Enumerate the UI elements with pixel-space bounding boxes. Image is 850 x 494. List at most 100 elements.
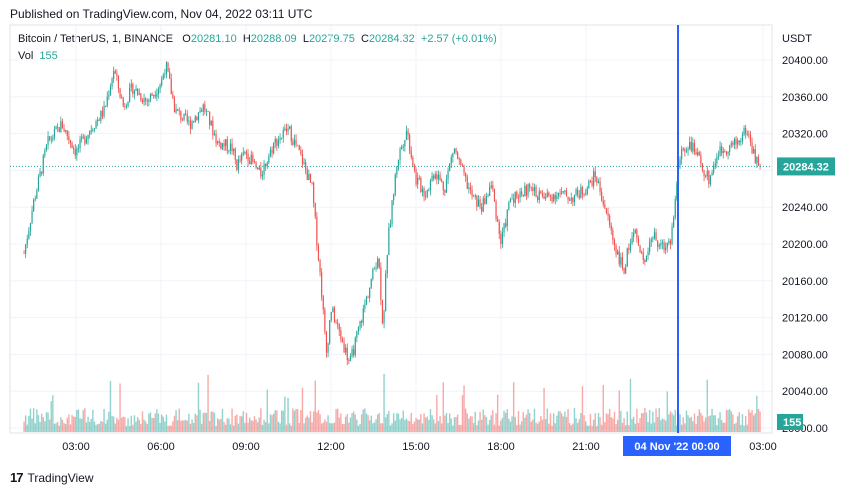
candle-body bbox=[247, 153, 249, 162]
volume-bar bbox=[77, 409, 80, 432]
candle-body bbox=[193, 121, 195, 123]
volume-bar bbox=[26, 424, 28, 432]
volume-bar bbox=[480, 419, 483, 432]
volume-bar bbox=[552, 413, 555, 432]
volume-bar bbox=[210, 411, 212, 432]
volume-bar bbox=[60, 417, 62, 432]
candle-body bbox=[506, 209, 508, 227]
volume-bar bbox=[114, 423, 116, 432]
volume-bar bbox=[656, 417, 659, 432]
volume-bar bbox=[485, 417, 488, 432]
candle-body bbox=[636, 229, 638, 239]
volume-bar bbox=[743, 425, 745, 432]
volume-bar bbox=[66, 417, 68, 432]
volume-bar bbox=[74, 417, 76, 432]
candle-body bbox=[697, 152, 699, 155]
volume-bar bbox=[186, 420, 188, 432]
candle-body bbox=[665, 247, 667, 251]
volume-bar bbox=[194, 413, 196, 432]
volume-bar bbox=[477, 420, 480, 432]
volume-bar bbox=[109, 381, 112, 432]
candlesticks bbox=[23, 61, 761, 366]
volume-bar bbox=[759, 411, 761, 432]
ohlc-legend: Bitcoin / TetherUS, 1, BINANCE O20281.10… bbox=[18, 33, 497, 45]
candle-body bbox=[65, 130, 67, 132]
volume-bar bbox=[272, 413, 275, 432]
volume-bar bbox=[538, 421, 540, 432]
volume-bar bbox=[146, 424, 148, 432]
candle-body bbox=[548, 192, 550, 196]
candle-body bbox=[362, 308, 364, 323]
volume-bar bbox=[303, 423, 305, 432]
candle-body bbox=[49, 136, 51, 140]
volume-bar bbox=[748, 409, 750, 432]
volume-bar bbox=[253, 416, 256, 432]
candle-body bbox=[565, 190, 568, 197]
volume-bar bbox=[632, 416, 635, 432]
close-label: C bbox=[360, 33, 369, 45]
volume-bar bbox=[176, 420, 179, 432]
volume-bar bbox=[578, 419, 580, 432]
volume-bar bbox=[269, 414, 272, 432]
candle-body bbox=[570, 197, 572, 201]
candle-body bbox=[453, 148, 456, 153]
volume-bar bbox=[516, 424, 518, 432]
volume-bar bbox=[706, 379, 708, 432]
y-tick-label: 20360.00 bbox=[782, 92, 828, 104]
volume-bar bbox=[754, 413, 756, 432]
volume-bar bbox=[90, 418, 92, 432]
volume-bar bbox=[418, 419, 420, 432]
candle-body bbox=[237, 159, 240, 170]
volume-bar bbox=[343, 424, 345, 432]
candle-body bbox=[220, 142, 222, 149]
volume-bar bbox=[744, 416, 747, 432]
volume-bar bbox=[527, 409, 529, 432]
candle-body bbox=[353, 349, 355, 356]
volume-bar bbox=[692, 421, 694, 432]
volume-bar bbox=[607, 414, 609, 432]
volume-bar bbox=[749, 412, 752, 432]
candle-body bbox=[618, 251, 620, 265]
candle-body bbox=[111, 78, 113, 87]
volume-bar bbox=[407, 420, 409, 432]
candle-body bbox=[271, 149, 273, 154]
volume-bar bbox=[394, 420, 396, 432]
candle-body bbox=[303, 162, 305, 164]
volume-bar bbox=[408, 421, 411, 432]
volume-bar bbox=[597, 412, 600, 432]
volume-bar bbox=[684, 423, 686, 432]
volume-bar bbox=[124, 417, 126, 432]
candle-body bbox=[607, 212, 609, 216]
candle-body bbox=[335, 322, 337, 324]
x-tick-label: 06:00 bbox=[147, 441, 175, 453]
candle-body bbox=[517, 197, 520, 199]
volume-bar bbox=[616, 419, 619, 432]
candle-body bbox=[717, 155, 720, 158]
candle-body bbox=[311, 182, 313, 184]
volume-bar bbox=[405, 418, 408, 432]
volume-bar bbox=[426, 416, 428, 432]
volume-bar bbox=[274, 410, 276, 432]
candle-body bbox=[601, 191, 603, 201]
candle-body bbox=[412, 157, 414, 167]
candle-body bbox=[225, 139, 227, 147]
volume-bar bbox=[682, 417, 684, 432]
candle-body bbox=[469, 187, 472, 190]
candle-body bbox=[487, 195, 489, 197]
candle-body bbox=[23, 253, 25, 254]
candle-body bbox=[47, 136, 49, 145]
volume-bar bbox=[32, 408, 35, 432]
candle-body bbox=[45, 144, 48, 151]
candle-body bbox=[212, 120, 214, 136]
candle-body bbox=[354, 337, 356, 356]
volume-bar bbox=[549, 413, 552, 432]
candle-body bbox=[89, 131, 91, 135]
candle-body bbox=[524, 185, 526, 197]
volume-bar bbox=[720, 419, 723, 432]
candle-body bbox=[703, 170, 705, 176]
candle-body bbox=[172, 94, 174, 99]
volume-bar bbox=[540, 416, 542, 432]
volume-bar bbox=[445, 412, 448, 432]
volume-bar bbox=[476, 425, 478, 432]
